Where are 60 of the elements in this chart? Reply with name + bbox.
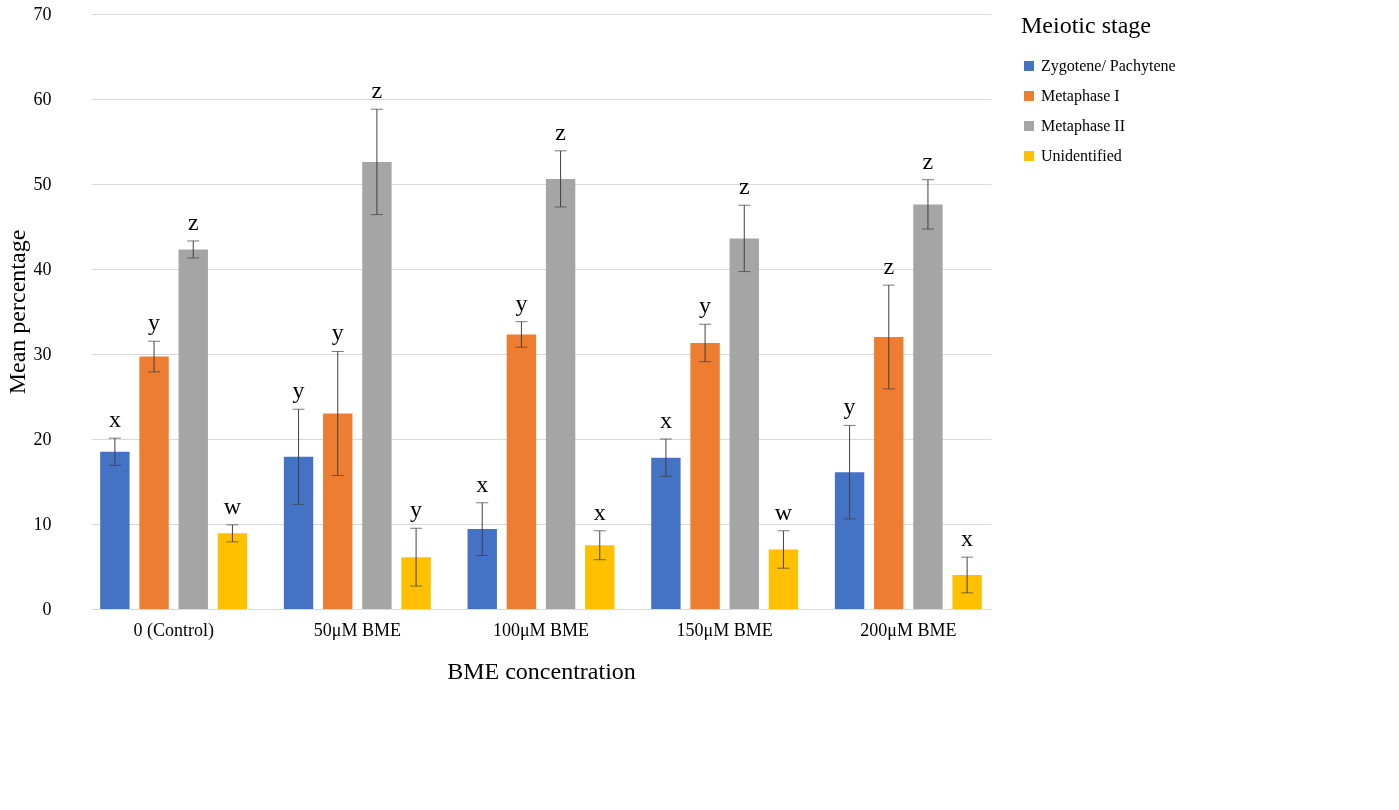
- bar: [874, 337, 904, 609]
- y-tick-label: 60: [33, 88, 52, 109]
- x-tick-label: 100μM BME: [492, 619, 590, 640]
- y-tick-label: 40: [33, 258, 52, 279]
- bar: [467, 529, 497, 609]
- data-label: z: [555, 118, 566, 145]
- y-tick-label: 30: [33, 343, 52, 364]
- x-tick-label: 150μM BME: [676, 619, 773, 640]
- y-tick-label: 70: [33, 3, 52, 24]
- bar: [362, 161, 392, 609]
- x-axis-title: BME concentration: [447, 657, 636, 684]
- y-tick-label: 0: [42, 598, 52, 619]
- data-label: x: [108, 406, 121, 433]
- data-label: y: [148, 309, 161, 336]
- x-tick-label: 200μM BME: [860, 619, 957, 640]
- bar: [834, 472, 865, 609]
- y-tick-label: 10: [33, 513, 52, 534]
- legend-label: Metaphase II: [1041, 117, 1125, 135]
- data-label: z: [922, 147, 934, 174]
- bar: [952, 575, 982, 609]
- data-label: y: [331, 319, 344, 346]
- bar: [323, 413, 353, 609]
- data-label: x: [593, 498, 606, 525]
- x-tick-label: 0 (Control): [133, 619, 214, 641]
- data-label: y: [410, 496, 423, 523]
- bar: [178, 249, 208, 609]
- bar: [217, 533, 248, 609]
- data-label: y: [699, 292, 712, 319]
- bar: [545, 178, 576, 609]
- legend-label: Metaphase I: [1041, 87, 1120, 105]
- data-label: y: [292, 377, 305, 404]
- bar: [585, 545, 615, 609]
- data-label: x: [659, 407, 672, 433]
- bar: [913, 204, 943, 609]
- bar: [651, 457, 681, 609]
- bar: [729, 238, 759, 609]
- bar: [506, 334, 537, 609]
- data-label: x: [476, 470, 489, 497]
- bar: [139, 356, 169, 609]
- bar: [768, 549, 799, 609]
- data-label: z: [187, 208, 199, 235]
- data-label: z: [371, 77, 383, 104]
- data-label: w: [223, 492, 242, 519]
- bar: [401, 557, 431, 609]
- data-label: w: [774, 498, 793, 525]
- data-label: z: [738, 173, 750, 200]
- data-label: z: [883, 253, 895, 280]
- legend-label: Zygotene/ Pachytene: [1041, 57, 1176, 75]
- y-tick-label: 50: [33, 173, 52, 194]
- legend-title: Meiotic stage: [1021, 12, 1151, 38]
- bar: [690, 342, 720, 609]
- legend-label: Unidentified: [1041, 147, 1122, 164]
- data-label: x: [961, 525, 974, 552]
- data-label: y: [843, 393, 856, 420]
- bar: [283, 456, 314, 609]
- y-axis-title: Mean percentage: [3, 229, 30, 395]
- bar: [100, 451, 130, 609]
- x-tick-label: 50μM BME: [313, 619, 401, 640]
- y-tick-label: 20: [33, 428, 52, 449]
- data-label: y: [515, 289, 528, 316]
